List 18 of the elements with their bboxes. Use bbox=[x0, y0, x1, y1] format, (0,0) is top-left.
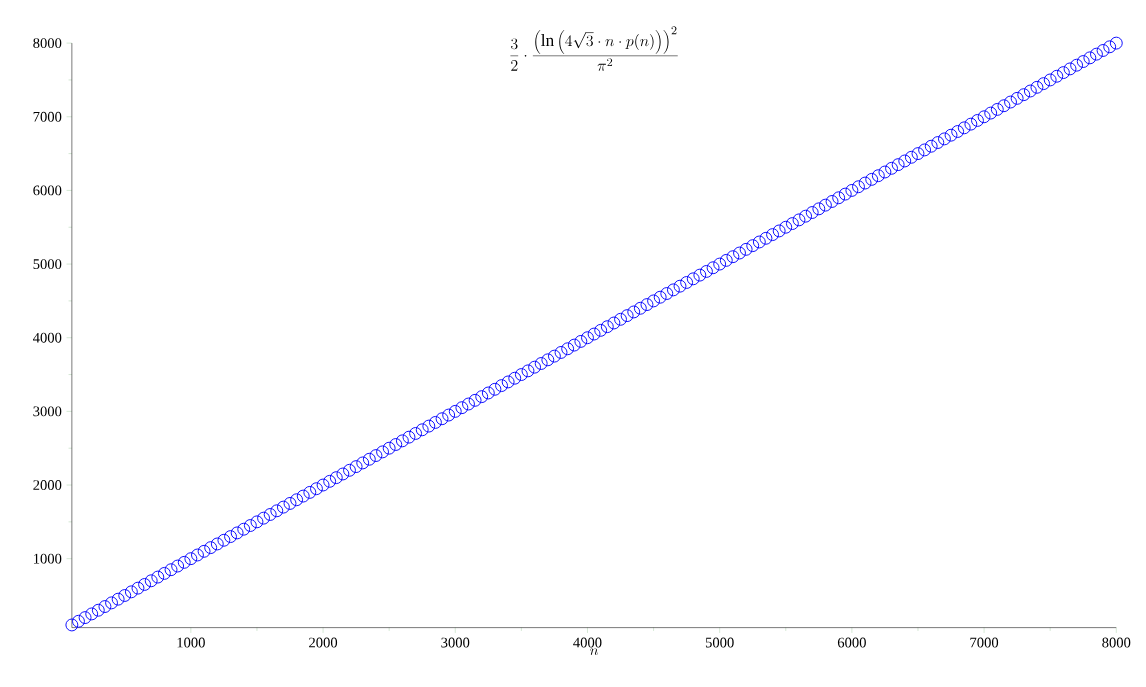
x-tick-label: 1000 bbox=[177, 637, 205, 648]
x-tick-label: 2000 bbox=[309, 637, 338, 648]
x-tick-label: 3000 bbox=[441, 637, 470, 648]
x-tick-label: 6000 bbox=[837, 637, 866, 648]
x-tick-label: 5000 bbox=[705, 637, 734, 648]
y-tick-label: 5000 bbox=[33, 259, 62, 269]
x-tick-label: 8000 bbox=[1102, 637, 1131, 648]
x-axis-title: $n$ bbox=[590, 648, 599, 655]
y-tick-label: 7000 bbox=[33, 111, 62, 122]
x-tick-label: 4000 bbox=[573, 637, 602, 648]
y-tick-label: 2000 bbox=[33, 480, 62, 490]
x-tick-label: 7000 bbox=[970, 637, 999, 648]
y-tick-label: 4000 bbox=[33, 332, 62, 343]
y-tick-label: 3000 bbox=[33, 406, 62, 417]
y-tick-label: 6000 bbox=[33, 185, 62, 196]
y-tick-label: 8000 bbox=[33, 38, 62, 49]
chart-title: $\frac{3}{2}\cdot\frac{\left(\ln\left(4\sqrt{3}\cdot n\cdot p(n)\right)\right)^{2}}{\pi^{2}}$ bbox=[510, 26, 678, 71]
y-tick-label: 1000 bbox=[34, 553, 62, 564]
